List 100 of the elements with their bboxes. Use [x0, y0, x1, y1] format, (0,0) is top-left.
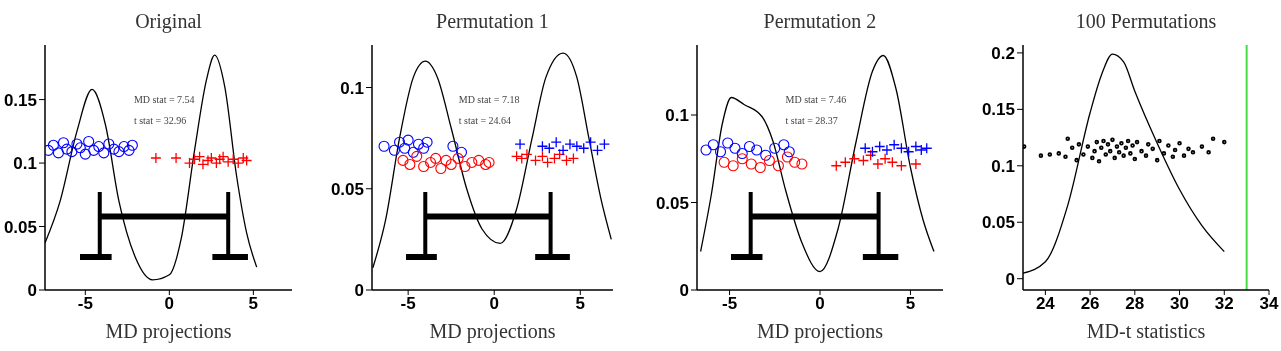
point: [778, 139, 790, 151]
point: [388, 144, 400, 156]
point: [412, 138, 425, 150]
point: [240, 154, 253, 167]
y-tick-label: 0.05: [3, 217, 37, 237]
point: [435, 162, 447, 175]
annotation: MD stat = 7.46: [785, 94, 847, 105]
point: [150, 152, 162, 164]
point: [714, 146, 727, 158]
point: [571, 140, 583, 152]
point: [769, 142, 781, 154]
point: [74, 142, 86, 154]
annotation: MD stat = 7.54: [133, 94, 195, 105]
y-tick-label: 0.05: [981, 213, 1015, 233]
point: [789, 156, 801, 168]
x-tick-label: 34: [1259, 294, 1279, 314]
x-tick-label: 5: [905, 294, 916, 314]
point: [584, 136, 597, 148]
y-tick-label: 0.05: [330, 179, 364, 199]
annotation: t stat = 28.37: [785, 114, 838, 126]
point: [727, 160, 739, 172]
y-tick-label: 0.2: [991, 43, 1015, 63]
y-tick-label: 0.1: [13, 154, 37, 174]
x-tick-label: -5: [400, 294, 416, 314]
point: [61, 143, 73, 155]
point: [598, 138, 611, 150]
point: [421, 136, 433, 148]
point: [839, 156, 851, 168]
point: [424, 156, 437, 168]
point: [455, 146, 468, 158]
x-tick-label: 24: [1035, 294, 1056, 314]
x-axis-title: MD-t statistics: [1085, 320, 1207, 343]
point: [418, 142, 430, 154]
point: [700, 144, 712, 156]
point: [707, 139, 719, 151]
point: [830, 160, 842, 172]
point: [57, 137, 70, 149]
point: [430, 152, 442, 164]
point: [445, 158, 457, 171]
point: [52, 147, 64, 159]
x-tick-label: 0: [489, 294, 499, 314]
x-tick-label: 0: [815, 294, 825, 314]
point: [397, 154, 409, 166]
point: [543, 142, 555, 154]
point: [113, 146, 125, 158]
point: [83, 135, 95, 148]
x-tick-label: 5: [248, 294, 259, 314]
point: [440, 154, 452, 166]
x-axis-title: MD projections: [428, 320, 557, 343]
chart-title: Original: [134, 10, 203, 33]
x-axis-title: MD projections: [755, 320, 885, 343]
point: [796, 158, 808, 170]
point: [781, 151, 793, 163]
annotation: MD stat = 7.18: [458, 94, 520, 105]
point: [567, 152, 580, 165]
point: [736, 147, 748, 160]
point: [529, 154, 542, 167]
point: [418, 160, 430, 173]
point: [459, 160, 471, 173]
point: [452, 152, 464, 164]
point: [760, 149, 772, 161]
y-tick-label: 0.1: [665, 106, 689, 126]
point: [895, 160, 908, 172]
point: [399, 142, 411, 154]
y-tick-label: 0: [354, 281, 364, 301]
point: [47, 139, 59, 151]
x-tick-label: 5: [575, 294, 586, 314]
point: [393, 136, 406, 148]
x-tick-label: 28: [1125, 294, 1145, 314]
point: [404, 158, 416, 171]
y-tick-label: 0.05: [655, 193, 689, 213]
point: [591, 144, 604, 156]
y-tick-label: 0: [1005, 269, 1015, 289]
point: [857, 154, 870, 167]
point: [378, 140, 390, 152]
point: [108, 143, 120, 155]
y-tick-label: 0: [679, 281, 689, 301]
point: [763, 154, 775, 167]
point: [93, 141, 105, 153]
point: [722, 137, 734, 149]
point: [921, 142, 933, 154]
point: [550, 136, 562, 148]
point: [71, 138, 83, 150]
point: [88, 144, 100, 156]
point: [66, 146, 78, 158]
point: [466, 156, 478, 168]
point: [783, 146, 795, 158]
point: [170, 152, 182, 164]
y-tick-label: 0.15: [3, 90, 37, 110]
point: [536, 140, 549, 152]
x-tick-label: 26: [1080, 294, 1100, 314]
chart-title: Permutation 2: [762, 10, 878, 33]
line-series: [699, 54, 935, 273]
annotation: t stat = 24.64: [458, 114, 512, 126]
point: [473, 154, 485, 166]
point: [123, 144, 135, 156]
point: [402, 134, 414, 146]
point: [447, 140, 459, 152]
chart-title: Permutation 1: [435, 10, 550, 33]
y-tick-label: 0: [27, 281, 37, 301]
